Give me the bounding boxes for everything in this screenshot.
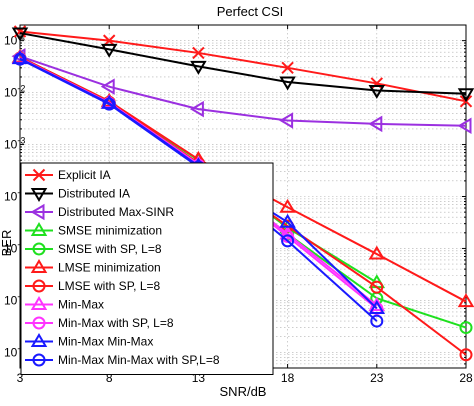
legend-entry: Min-Max Min-Max (25, 333, 153, 349)
legend-entry: Explicit IA (25, 168, 111, 182)
data-point (281, 61, 294, 75)
x-tick-label: 3 (17, 371, 24, 385)
legend: Explicit IA Distributed IA Distributed Max… (20, 162, 274, 375)
legend-marker (30, 203, 45, 221)
legend-label: Min-Max with SP, L=8 (58, 316, 174, 330)
legend-entry: LMSE with SP, L=8 (25, 279, 160, 293)
legend-label: Distributed Max-SINR (58, 205, 174, 219)
data-point (281, 234, 295, 248)
data-point (457, 293, 474, 308)
chart-title: Perfect CSI (217, 4, 283, 19)
legend-label: SMSE minimization (58, 224, 162, 238)
legend-label: Distributed IA (58, 187, 130, 201)
legend-entry: Min-Max with SP, L=8 (25, 316, 174, 330)
legend-entry: Distributed IA (25, 187, 130, 202)
data-point (279, 76, 296, 91)
x-tick-label: 8 (106, 371, 113, 385)
legend-marker (30, 259, 48, 273)
data-point (189, 100, 204, 118)
marker-stroke (370, 77, 384, 90)
data-point (11, 27, 29, 42)
data-point (190, 60, 207, 75)
legend-marker (32, 279, 46, 293)
legend-label: Explicit IA (58, 168, 111, 182)
legend-marker (30, 188, 48, 202)
data-point (370, 77, 384, 90)
legend-label: LMSE with SP, L=8 (58, 279, 160, 293)
legend-marker (32, 242, 46, 256)
data-point (279, 112, 294, 129)
legend-entry: LMSE minimization (25, 259, 161, 275)
x-tick-label: 28 (459, 371, 473, 385)
data-point (100, 43, 118, 58)
data-point (100, 78, 115, 95)
data-point (11, 50, 29, 65)
legend-entry: SMSE with SP, L=8 (25, 242, 162, 256)
legend-entry: SMSE minimization (25, 222, 162, 238)
series-line (19, 55, 467, 127)
data-point (192, 46, 205, 60)
data-point (279, 198, 296, 213)
data-point (370, 314, 384, 328)
data-point (279, 213, 296, 228)
data-point (457, 88, 474, 103)
data-point (368, 84, 386, 99)
data-point (13, 52, 27, 66)
legend-label: Min-Max Min-Max with SP,L=8 (58, 353, 220, 367)
legend-marker (30, 333, 48, 347)
data-point (457, 117, 472, 135)
data-point (459, 348, 473, 362)
y-tick-label: 10-2 (4, 84, 25, 100)
data-point (368, 245, 386, 260)
legend-label: LMSE minimization (58, 261, 161, 275)
y-tick-label: 10-3 (4, 136, 25, 152)
legend-marker (30, 222, 48, 236)
y-axis-label: BER (0, 230, 14, 257)
legend-entry: Min-Max (25, 296, 104, 312)
legend-marker (30, 296, 48, 310)
legend-label: Min-Max (58, 298, 104, 312)
legend-label: Min-Max Min-Max (58, 335, 153, 349)
marker-stroke (192, 46, 205, 60)
x-tick-label: 23 (370, 371, 384, 385)
data-point (368, 299, 386, 314)
legend-label: SMSE with SP, L=8 (58, 242, 162, 256)
legend-marker (32, 168, 46, 182)
legend-box (20, 162, 274, 375)
series (11, 27, 474, 103)
marker-stroke (281, 61, 294, 75)
series-line (19, 30, 467, 103)
x-axis-label: SNR/dB (220, 384, 267, 399)
data-point (370, 280, 384, 294)
legend-marker (32, 353, 46, 367)
legend-marker (32, 316, 46, 330)
legend-entry: Min-Max Min-Max with SP,L=8 (25, 353, 220, 367)
marker-stroke (32, 168, 46, 182)
series (13, 25, 473, 108)
legend-entry: Distributed Max-SINR (25, 203, 174, 221)
data-point (102, 97, 116, 111)
x-tick-label: 18 (281, 371, 295, 385)
series-line (19, 32, 467, 95)
data-point (459, 321, 473, 335)
data-point (368, 115, 383, 133)
